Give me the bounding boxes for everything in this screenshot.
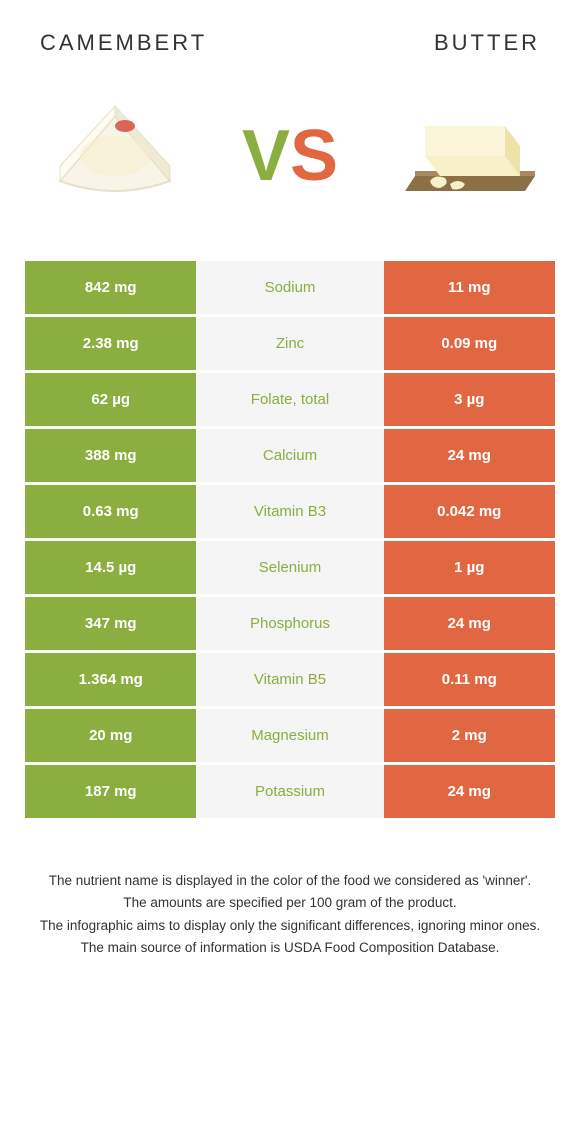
vs-s: S: [290, 115, 338, 197]
left-value: 14.5 µg: [25, 541, 196, 594]
nutrient-name: Potassium: [196, 765, 383, 818]
left-value: 0.63 mg: [25, 485, 196, 538]
left-value: 388 mg: [25, 429, 196, 482]
nutrient-name: Vitamin B5: [196, 653, 383, 706]
table-row: 187 mg Potassium 24 mg: [25, 765, 555, 818]
footer-line: The amounts are specified per 100 gram o…: [35, 893, 545, 913]
nutrient-name: Sodium: [196, 261, 383, 314]
right-value: 1 µg: [384, 541, 555, 594]
footer-line: The infographic aims to display only the…: [35, 916, 545, 936]
nutrient-name: Zinc: [196, 317, 383, 370]
camembert-icon: [40, 96, 190, 216]
table-row: 2.38 mg Zinc 0.09 mg: [25, 317, 555, 370]
table-row: 347 mg Phosphorus 24 mg: [25, 597, 555, 650]
nutrient-name: Magnesium: [196, 709, 383, 762]
table-row: 14.5 µg Selenium 1 µg: [25, 541, 555, 594]
footer-line: The nutrient name is displayed in the co…: [35, 871, 545, 891]
right-value: 24 mg: [384, 597, 555, 650]
right-value: 0.09 mg: [384, 317, 555, 370]
nutrient-table: 842 mg Sodium 11 mg 2.38 mg Zinc 0.09 mg…: [25, 261, 555, 818]
right-value: 0.11 mg: [384, 653, 555, 706]
right-value: 24 mg: [384, 765, 555, 818]
left-value: 1.364 mg: [25, 653, 196, 706]
right-food-title: BUTTER: [434, 30, 540, 56]
nutrient-name: Vitamin B3: [196, 485, 383, 538]
right-value: 0.042 mg: [384, 485, 555, 538]
table-row: 842 mg Sodium 11 mg: [25, 261, 555, 314]
left-value: 347 mg: [25, 597, 196, 650]
vs-label: VS: [242, 115, 338, 197]
right-value: 11 mg: [384, 261, 555, 314]
header: CAMEMBERT BUTTER: [25, 30, 555, 81]
nutrient-name: Folate, total: [196, 373, 383, 426]
left-value: 62 µg: [25, 373, 196, 426]
table-row: 388 mg Calcium 24 mg: [25, 429, 555, 482]
nutrient-name: Phosphorus: [196, 597, 383, 650]
nutrient-name: Calcium: [196, 429, 383, 482]
right-value: 24 mg: [384, 429, 555, 482]
camembert-image: [35, 86, 195, 226]
right-value: 3 µg: [384, 373, 555, 426]
left-value: 20 mg: [25, 709, 196, 762]
left-value: 842 mg: [25, 261, 196, 314]
table-row: 1.364 mg Vitamin B5 0.11 mg: [25, 653, 555, 706]
butter-icon: [390, 96, 540, 216]
footer-notes: The nutrient name is displayed in the co…: [25, 821, 555, 958]
left-value: 187 mg: [25, 765, 196, 818]
images-row: VS: [25, 81, 555, 261]
table-row: 20 mg Magnesium 2 mg: [25, 709, 555, 762]
table-row: 62 µg Folate, total 3 µg: [25, 373, 555, 426]
right-value: 2 mg: [384, 709, 555, 762]
left-food-title: CAMEMBERT: [40, 30, 207, 56]
nutrient-name: Selenium: [196, 541, 383, 594]
left-value: 2.38 mg: [25, 317, 196, 370]
vs-v: V: [242, 115, 290, 197]
table-row: 0.63 mg Vitamin B3 0.042 mg: [25, 485, 555, 538]
butter-image: [385, 86, 545, 226]
footer-line: The main source of information is USDA F…: [35, 938, 545, 958]
